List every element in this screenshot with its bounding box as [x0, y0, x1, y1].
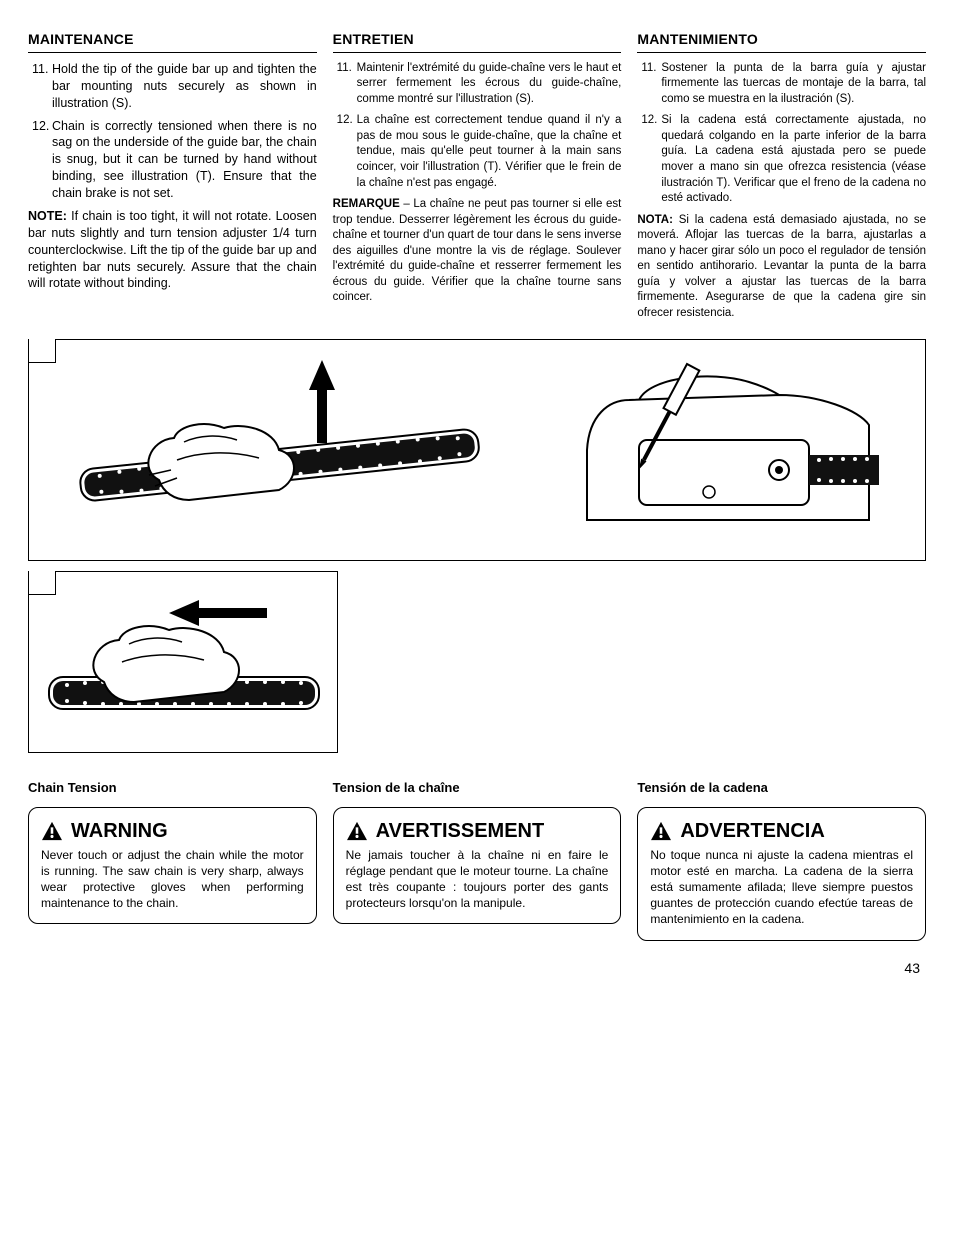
warning-icon	[41, 821, 63, 841]
warning-box-en: WARNING Never touch or adjust the chain …	[28, 807, 317, 925]
warning-title-fr: AVERTISSEMENT	[346, 818, 609, 845]
warning-title-en: WARNING	[41, 818, 304, 845]
note-text: – La chaîne ne peut pas tourner si elle …	[333, 198, 622, 303]
illustration-tab	[28, 571, 56, 595]
list-item: 11. Sostener la punta de la barra guía y…	[637, 61, 926, 108]
top-columns: MAINTENANCE 11. Hold the tip of the guid…	[28, 30, 926, 321]
page-number: 43	[28, 959, 926, 978]
illustration-s-box	[28, 339, 926, 561]
warning-icon	[346, 821, 368, 841]
warn-col-es: Tensión de la cadena ADVERTENCIA No toqu…	[637, 779, 926, 940]
subheading-es: Tensión de la cadena	[637, 779, 926, 797]
item-number: 12.	[333, 113, 357, 191]
illustration-t-svg	[39, 582, 329, 742]
illustration-tab	[28, 339, 56, 363]
item-number: 11.	[333, 61, 357, 108]
warn-col-en: Chain Tension WARNING Never touch or adj…	[28, 779, 317, 940]
item-text: Chain is correctly tensioned when there …	[52, 118, 317, 202]
item-number: 12.	[28, 118, 52, 202]
bottom-columns: Chain Tension WARNING Never touch or adj…	[28, 779, 926, 940]
item-text: Sostener la punta de la barra guía y aju…	[661, 61, 926, 108]
heading-en: MAINTENANCE	[28, 30, 317, 53]
warning-box-es: ADVERTENCIA No toque nunca ni ajuste la …	[637, 807, 926, 941]
note-label: NOTA:	[637, 214, 673, 226]
warning-title-text: ADVERTENCIA	[680, 818, 824, 845]
heading-fr: ENTRETIEN	[333, 30, 622, 53]
warning-text-es: No toque nunca ni ajuste la cadena mient…	[650, 847, 913, 928]
warning-title-text: AVERTISSEMENT	[376, 818, 545, 845]
heading-es: MANTENIMIENTO	[637, 30, 926, 53]
illustration-t-box	[28, 571, 338, 753]
subheading-fr: Tension de la chaîne	[333, 779, 622, 797]
item-number: 11.	[637, 61, 661, 108]
list-item: 11. Maintenir l'extrémité du guide-chaîn…	[333, 61, 622, 108]
note-en: NOTE: If chain is too tight, it will not…	[28, 208, 317, 292]
item-text: La chaîne est correctement tendue quand …	[357, 113, 622, 191]
col-es: MANTENIMIENTO 11. Sostener la punta de l…	[637, 30, 926, 321]
illustration-s-svg	[39, 350, 899, 550]
note-fr: REMARQUE – La chaîne ne peut pas tourner…	[333, 197, 622, 306]
warning-title-text: WARNING	[71, 818, 168, 845]
item-text: Si la cadena está correctamente ajustada…	[661, 113, 926, 206]
warning-box-fr: AVERTISSEMENT Ne jamais toucher à la cha…	[333, 807, 622, 925]
warning-icon	[650, 821, 672, 841]
list-item: 12. Si la cadena está correctamente ajus…	[637, 113, 926, 206]
item-number: 11.	[28, 61, 52, 112]
note-label: NOTE:	[28, 209, 67, 223]
list-item: 11. Hold the tip of the guide bar up and…	[28, 61, 317, 112]
subheading-en: Chain Tension	[28, 779, 317, 797]
note-label: REMARQUE	[333, 198, 400, 210]
list-item: 12. La chaîne est correctement tendue qu…	[333, 113, 622, 191]
warning-text-fr: Ne jamais toucher à la chaîne ni en fair…	[346, 847, 609, 912]
col-fr: ENTRETIEN 11. Maintenir l'extrémité du g…	[333, 30, 622, 321]
item-number: 12.	[637, 113, 661, 206]
col-en: MAINTENANCE 11. Hold the tip of the guid…	[28, 30, 317, 321]
note-es: NOTA: Si la cadena está demasiado ajusta…	[637, 213, 926, 322]
note-text: Si la cadena está demasiado ajustada, no…	[637, 214, 926, 319]
item-text: Hold the tip of the guide bar up and tig…	[52, 61, 317, 112]
item-text: Maintenir l'extrémité du guide-chaîne ve…	[357, 61, 622, 108]
warn-col-fr: Tension de la chaîne AVERTISSEMENT Ne ja…	[333, 779, 622, 940]
note-text: If chain is too tight, it will not rotat…	[28, 209, 317, 291]
warning-title-es: ADVERTENCIA	[650, 818, 913, 845]
warning-text-en: Never touch or adjust the chain while th…	[41, 847, 304, 912]
list-item: 12. Chain is correctly tensioned when th…	[28, 118, 317, 202]
